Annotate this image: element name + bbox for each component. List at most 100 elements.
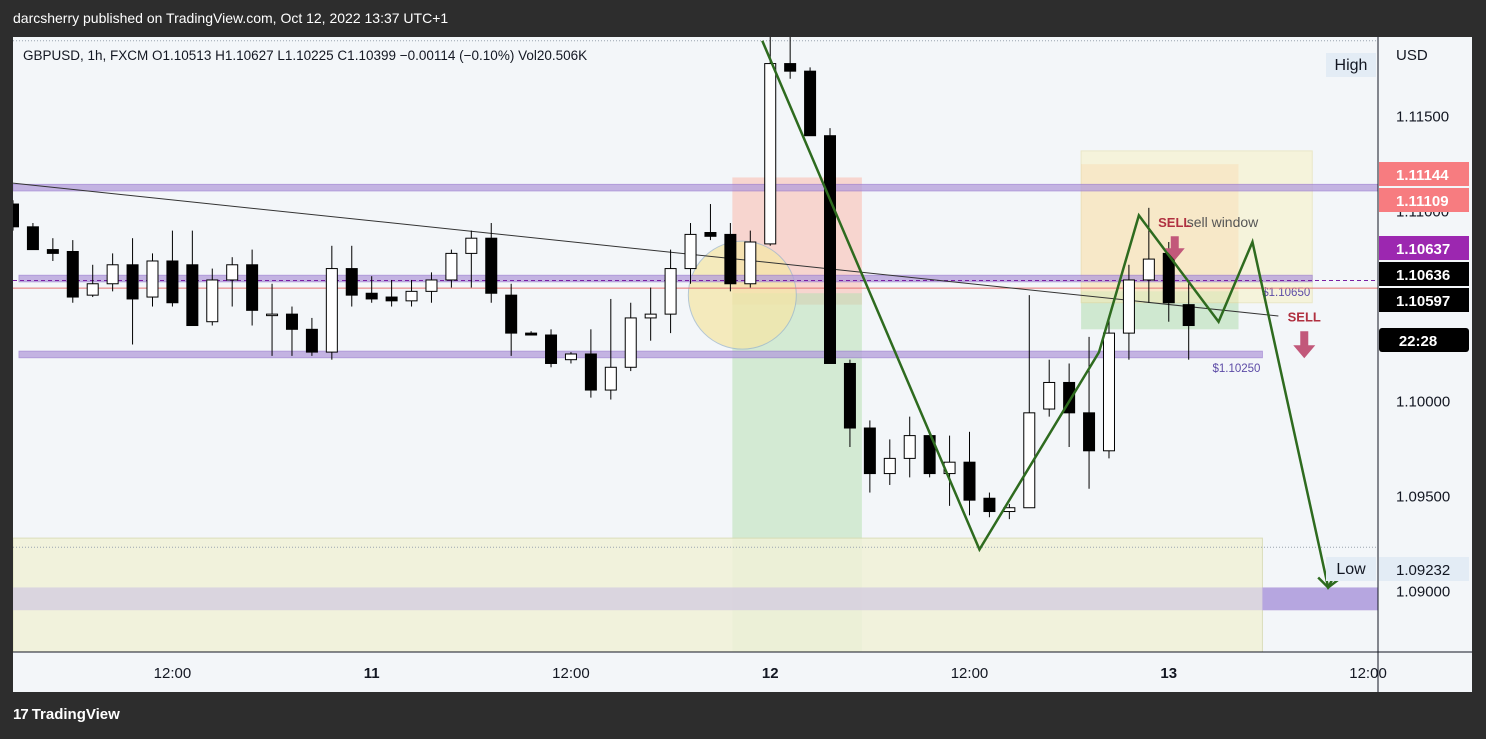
candle-body-32	[644, 313, 657, 319]
time-tick-5: 13	[1160, 665, 1177, 682]
price-label-5: 22:28	[1399, 333, 1437, 350]
candle-body-42	[843, 362, 856, 429]
candle-body-8	[166, 260, 179, 304]
sell-label-2: SELL	[1288, 310, 1321, 325]
price-tick-3: 1.09500	[1396, 488, 1450, 505]
low-tag: Low	[1336, 561, 1366, 578]
candle-body-19	[385, 296, 398, 302]
price-label-box-3	[1379, 262, 1469, 286]
candle-body-4	[86, 283, 99, 296]
candle-body-16	[325, 268, 338, 353]
candle-body-59	[1182, 304, 1195, 327]
candle-body-2	[46, 249, 59, 254]
candle-body-13	[266, 313, 279, 317]
candle-body-24	[485, 237, 498, 294]
candle-body-37	[744, 241, 757, 285]
currency-label: USD	[1396, 47, 1428, 64]
candle-body-15	[305, 328, 318, 353]
published-by-line: darcsherry published on TradingView.com,…	[13, 10, 449, 26]
time-tick-6: 12:00	[1349, 665, 1387, 682]
candle-body-23	[465, 237, 478, 254]
candle-body-39	[784, 63, 797, 72]
high-tag-box	[1326, 53, 1376, 77]
highlight-circle	[687, 240, 797, 350]
projected-path	[761, 40, 1349, 590]
demand-zone-band-extension	[1262, 587, 1378, 611]
candle-body-3	[66, 250, 79, 298]
candle-body-38	[764, 63, 777, 245]
time-tick-2: 12:00	[552, 665, 590, 682]
price-tick-0: 1.11500	[1396, 109, 1449, 126]
low-tag-box	[1326, 557, 1376, 581]
price-label-3: 1.10636	[1396, 267, 1450, 284]
candle-body-40	[804, 70, 817, 137]
time-tick-3: 12	[762, 665, 779, 682]
candle-body-48	[963, 461, 976, 501]
candle-body-43	[863, 427, 876, 475]
trendline	[13, 182, 1279, 317]
candle-body-7	[146, 260, 159, 298]
candle-body-20	[405, 290, 418, 302]
sell-label-1: SELL	[1158, 215, 1191, 230]
candle-body-35	[704, 232, 717, 237]
price-label-1: 1.11109	[1396, 193, 1449, 210]
candle-body-54	[1083, 412, 1096, 452]
candle-body-10	[206, 279, 219, 323]
horizontal-band-0	[13, 183, 1378, 192]
price-label-box-2	[1379, 236, 1469, 260]
candle-body-1	[26, 226, 39, 251]
price-label-box-4	[1379, 288, 1469, 312]
price-label-6: 1.09232	[1396, 562, 1450, 579]
price-tick-2: 1.10000	[1396, 393, 1450, 410]
candle-body-44	[883, 457, 896, 475]
candle-body-27	[545, 334, 558, 364]
candle-body-30	[604, 366, 617, 391]
candle-body-52	[1043, 381, 1056, 410]
price-label-2: 1.10637	[1396, 241, 1450, 258]
sell-arrow-2	[1293, 331, 1316, 359]
demand-zone-band	[13, 587, 1378, 611]
candle-body-49	[983, 497, 996, 513]
candle-body-28	[564, 353, 577, 361]
candle-body-9	[186, 264, 199, 327]
chart-panel[interactable]: $1.10250 $1.10650 sell window SELL SELL 1.1…	[13, 37, 1472, 692]
time-tick-1: 11	[364, 665, 380, 682]
candle-body-53	[1063, 381, 1076, 414]
candle-body-22	[445, 252, 458, 281]
candle-body-17	[345, 268, 358, 296]
band-price-label-2: $1.10650	[1262, 287, 1310, 299]
candle-body-0	[13, 203, 19, 228]
candle-body-14	[285, 313, 298, 330]
sell-arrow-1	[1164, 236, 1185, 261]
candle-body-55	[1102, 332, 1115, 452]
band-price-label-1: $1.10250	[1212, 363, 1260, 375]
price-tick-4: 1.09000	[1396, 583, 1450, 600]
price-label-4: 1.10597	[1396, 293, 1450, 310]
price-label-0: 1.11144	[1396, 167, 1449, 184]
time-tick-0: 12:00	[154, 665, 192, 682]
sell-window-label: sell window	[1187, 214, 1259, 230]
candle-body-41	[824, 135, 837, 364]
symbol-header: GBPUSD, 1h, FXCM O1.10513 H1.10627 L1.10…	[23, 48, 587, 63]
candle-body-12	[246, 264, 259, 311]
candle-body-56	[1122, 279, 1135, 334]
candle-body-33	[664, 268, 677, 315]
candle-body-45	[903, 435, 916, 459]
candle-body-29	[584, 353, 597, 391]
brand-name: TradingView	[31, 706, 120, 723]
candle-body-31	[624, 317, 637, 368]
candle-body-36	[724, 233, 737, 285]
candle-body-5	[106, 264, 119, 285]
candle-body-34	[684, 233, 697, 270]
price-label-box-6	[1379, 557, 1469, 581]
candle-body-21	[425, 279, 438, 292]
tradingview-logo-icon: 17	[13, 706, 29, 723]
candle-body-26	[525, 332, 538, 336]
time-tick-4: 12:00	[951, 665, 989, 682]
price-label-box-0	[1379, 162, 1469, 186]
candle-body-57	[1142, 258, 1155, 281]
price-label-box-1	[1379, 188, 1469, 212]
tradingview-brand[interactable]: 17 TradingView	[13, 706, 120, 723]
candle-body-11	[226, 264, 239, 281]
